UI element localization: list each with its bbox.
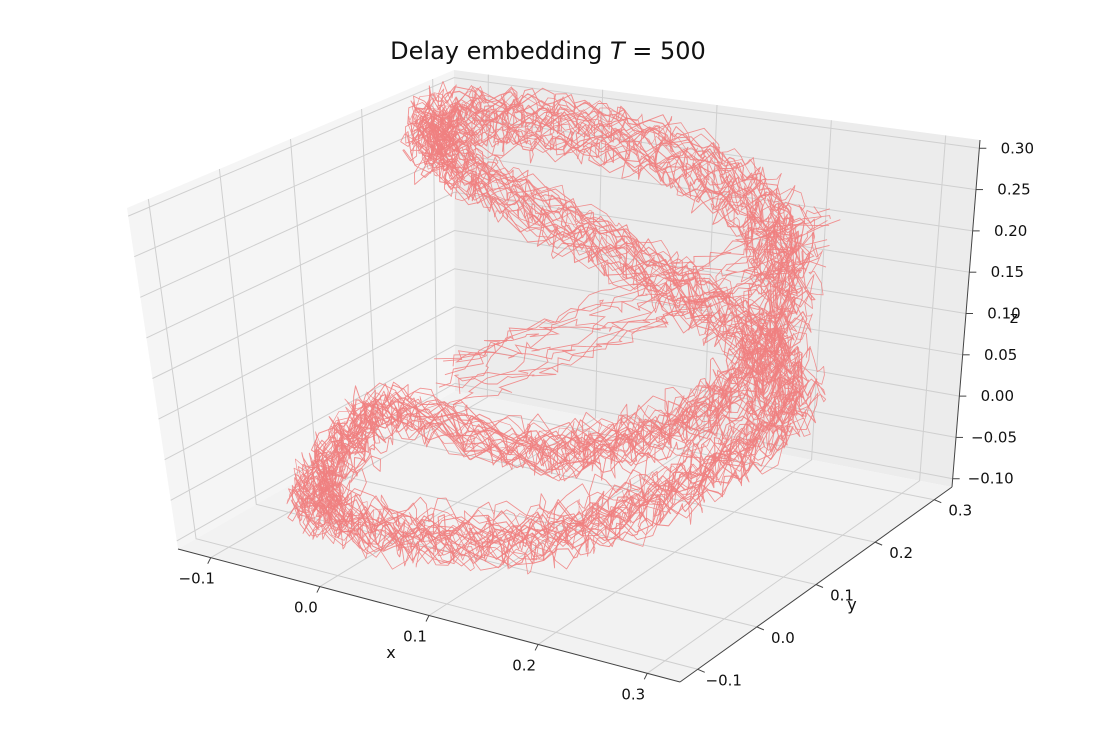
attractor-curve: [286, 81, 841, 575]
z-axis-label: z: [1010, 308, 1018, 327]
x-tick-label: 0.0: [294, 599, 318, 617]
attractor-strand: [438, 239, 828, 388]
y-tick-label: 0.3: [948, 502, 972, 520]
x-tick-mark: [425, 615, 430, 622]
attractor-loop: [289, 118, 770, 562]
y-tick-mark: [756, 626, 765, 631]
x-axis-label: x: [386, 643, 395, 662]
grid-line-x: [537, 120, 832, 645]
attractor-strand: [434, 208, 830, 363]
y-tick-label: −0.1: [706, 671, 742, 689]
attractor-loop: [336, 139, 801, 569]
x-tick-mark: [316, 586, 321, 593]
z-tick-label: 0.30: [1001, 139, 1034, 157]
attractor-strand: [452, 206, 822, 367]
z-tick-label: 0.25: [997, 181, 1030, 199]
z-tick-label: 0.00: [981, 387, 1014, 405]
z-tick-label: −0.05: [971, 428, 1017, 446]
grid-line-x: [646, 135, 947, 674]
x-tick-label: 0.2: [512, 656, 536, 674]
attractor-strand: [443, 219, 841, 362]
y-tick-mark: [697, 668, 705, 673]
y-tick-label: 0.1: [830, 587, 854, 605]
grid-line-y: [147, 198, 698, 670]
grid-line-z: [128, 77, 980, 217]
z-tick-label: 0.05: [984, 346, 1017, 364]
attractor-strand: [453, 215, 831, 382]
y-tick-label: 0.2: [889, 544, 913, 562]
attractor-loop: [315, 104, 818, 561]
attractor-loop: [327, 131, 804, 567]
x-tick-label: 0.3: [621, 685, 645, 703]
y-tick-mark: [934, 499, 942, 504]
axis-labels: x y z: [386, 308, 1018, 662]
chart-title: Delay embedding T = 500: [390, 37, 706, 65]
attractor-strand: [453, 261, 827, 409]
grid-line-y: [361, 108, 876, 543]
grid-line-z: [176, 382, 953, 542]
x-tick-mark: [534, 644, 539, 651]
grid-line-y: [218, 168, 757, 628]
z-tick-label: 0.20: [994, 222, 1027, 240]
z-tick-label: −0.10: [968, 470, 1014, 488]
attractor-strand: [452, 244, 830, 406]
tick-labels: −0.1 0.0 0.1 0.2 0.3 −0.1 0.0 0.1 0.2 0.3 −0.10 −0.…: [179, 139, 1035, 703]
x-tick-mark: [643, 673, 648, 680]
y-tick-mark: [874, 541, 883, 546]
attractor-strand: [435, 223, 830, 389]
attractor-strand: [444, 220, 828, 376]
pane-back: [454, 70, 980, 487]
x-tick-label: −0.1: [179, 570, 215, 588]
grid-line-y: [432, 78, 935, 501]
attractor-loop: [287, 109, 791, 570]
y-axis-label: y: [847, 595, 856, 614]
x-tick-label: 0.1: [403, 628, 427, 646]
x-tick-mark: [207, 557, 212, 564]
grid-line-x: [428, 104, 718, 616]
attractor-loop: [324, 100, 810, 537]
z-tick-label: 0.15: [991, 263, 1024, 281]
attractor-loop: [313, 120, 776, 543]
attractor-loop: [288, 81, 826, 567]
attractor-loop: [327, 128, 792, 552]
y-tick-mark: [815, 584, 824, 588]
z-tick-label: 0.10: [987, 305, 1020, 323]
y-tick-label: 0.0: [771, 629, 795, 647]
